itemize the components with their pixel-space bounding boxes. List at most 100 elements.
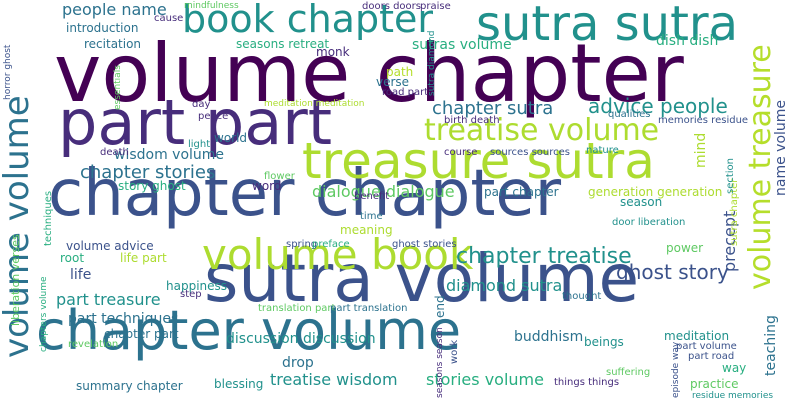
word-treasure-sutra: treasure sutra bbox=[302, 132, 655, 190]
word-people-name: people name bbox=[62, 0, 167, 19]
word-practice: practice bbox=[690, 377, 739, 391]
word-book-chapter: book chapter bbox=[182, 0, 433, 41]
word-preface: preface bbox=[312, 239, 350, 250]
word-root: root bbox=[60, 251, 85, 265]
word-part-treasure: part treasure bbox=[56, 290, 161, 309]
word-step: step bbox=[180, 289, 202, 300]
word-horror-ghost: horror ghost bbox=[3, 44, 13, 100]
word-flower: flower bbox=[264, 171, 295, 182]
word-time: time bbox=[360, 211, 383, 222]
word-mind: mind bbox=[693, 132, 709, 168]
word-chapter-stories: chapter stories bbox=[80, 162, 216, 183]
word-way: way bbox=[722, 361, 747, 375]
word-memories-residue: memories residue bbox=[658, 115, 749, 126]
word-treatise-wisdom: treatise wisdom bbox=[270, 370, 398, 389]
word-part-techniques: part techniques bbox=[68, 311, 179, 327]
word-monk: monk bbox=[316, 45, 350, 59]
word-revelation: revelation bbox=[68, 339, 119, 350]
word-sutra-volume: sutra volume bbox=[204, 240, 640, 317]
word-spring: spring bbox=[286, 239, 318, 250]
word-essentials: essentials bbox=[113, 65, 123, 110]
word-world: world bbox=[214, 131, 248, 145]
word-doors-doors: doors doors bbox=[362, 1, 421, 12]
word-generation-generation: generation generation bbox=[588, 185, 723, 199]
word-sutra-sutra: sutra sutra bbox=[476, 0, 739, 52]
word-diamond-sutra: diamond sutra bbox=[446, 276, 563, 295]
word-residue-memories: residue memories bbox=[692, 391, 774, 400]
word-dish-dish: dish dish bbox=[656, 33, 719, 49]
word-meditation: meditation bbox=[664, 329, 730, 343]
word-recitation: recitation bbox=[84, 37, 142, 51]
word-treatise-volume: treatise volume bbox=[424, 113, 660, 148]
word-part-part: part part bbox=[58, 86, 333, 159]
word-course: course bbox=[444, 147, 478, 158]
word-part-chapter: part chapter bbox=[484, 185, 559, 199]
word-suffering: suffering bbox=[606, 367, 651, 378]
word-life-part: life part bbox=[120, 251, 167, 265]
word-verse: verse bbox=[376, 75, 410, 89]
word-work: work bbox=[449, 339, 460, 364]
word-power: power bbox=[666, 241, 704, 255]
word-road-part: road part bbox=[382, 87, 429, 98]
word-volume-advice: volume advice bbox=[66, 239, 154, 253]
word-teaching: teaching bbox=[763, 315, 779, 376]
word-door-liberation: door liberation bbox=[612, 217, 686, 228]
word-sutra-diamond: sutra diamond bbox=[427, 30, 437, 96]
word-life: life bbox=[70, 267, 92, 283]
word-chapters-volume: chapters volume bbox=[39, 276, 49, 352]
word-chapter-part: chapter part bbox=[104, 327, 179, 341]
word-ghost-stories: ghost stories bbox=[392, 239, 457, 250]
word-praise: praise bbox=[420, 1, 451, 12]
word-part-road: part road bbox=[688, 351, 735, 362]
word-discussion-discussion: discussion discussion bbox=[226, 331, 376, 347]
word-translation-part: translation part bbox=[258, 303, 336, 314]
word-seasons-season: seasons season bbox=[435, 327, 445, 398]
word-peace: peace bbox=[198, 111, 229, 122]
word-story-ghost: story ghost bbox=[118, 179, 186, 193]
word-word: word bbox=[252, 179, 282, 193]
word-liberation-verses: liberation verses bbox=[9, 234, 22, 326]
word-blessing: blessing bbox=[214, 377, 264, 391]
word-path: path bbox=[386, 65, 414, 79]
word-sources-sources: sources sources bbox=[490, 147, 571, 158]
word-thought: thought bbox=[562, 291, 602, 302]
word-volume-treasure: volume treasure bbox=[743, 44, 778, 290]
word-birth-death: birth death bbox=[444, 115, 500, 126]
word-light: light bbox=[188, 139, 211, 150]
word-end: end bbox=[433, 295, 447, 318]
word-stories-volume: stories volume bbox=[426, 370, 544, 389]
word-drop: drop bbox=[282, 355, 314, 371]
word-happiness: happiness bbox=[166, 279, 228, 293]
word-chapter-sutra: chapter sutra bbox=[432, 98, 554, 119]
word-volume-book: volume book bbox=[202, 230, 474, 279]
word-section: section bbox=[725, 157, 736, 194]
word-season: season bbox=[620, 195, 663, 209]
word-episode-way: episode way bbox=[671, 341, 681, 398]
word-meditation-meditation: meditation meditation bbox=[264, 99, 365, 109]
word-day: day bbox=[192, 99, 211, 110]
word-nature: nature bbox=[586, 145, 619, 156]
word-introduction: introduction bbox=[66, 21, 139, 35]
word-seasons-retreat: seasons retreat bbox=[236, 37, 330, 51]
word-techniques: techniques bbox=[43, 190, 54, 246]
word-cause: cause bbox=[154, 13, 184, 24]
word-chapter-treatise: chapter treatise bbox=[456, 244, 632, 269]
word-mindfulness: mindfulness bbox=[184, 1, 239, 11]
word-advice-people: advice people bbox=[588, 94, 728, 118]
word-chapter-volume: chapter volume bbox=[36, 299, 462, 362]
word-things-things: things things bbox=[554, 377, 620, 388]
word-chapter-chapter: chapter chapter bbox=[48, 157, 562, 231]
word-dialogue-dialogue: dialogue dialogue bbox=[312, 182, 455, 201]
word-meaning: meaning bbox=[340, 223, 393, 237]
word-benefit: benefit bbox=[354, 191, 390, 202]
word-summary-chapter: summary chapter bbox=[76, 379, 183, 393]
word-part-volume: part volume bbox=[676, 341, 737, 352]
word-wisdom-volume: wisdom volume bbox=[114, 147, 225, 163]
word-name-volume: name volume bbox=[773, 99, 789, 196]
word-ghost-story: ghost story bbox=[616, 260, 729, 284]
word-qualities: qualities bbox=[608, 109, 651, 120]
word-death: death bbox=[100, 147, 129, 158]
word-sutras-volume: sutras volume bbox=[412, 37, 512, 53]
word-beings: beings bbox=[584, 335, 624, 349]
